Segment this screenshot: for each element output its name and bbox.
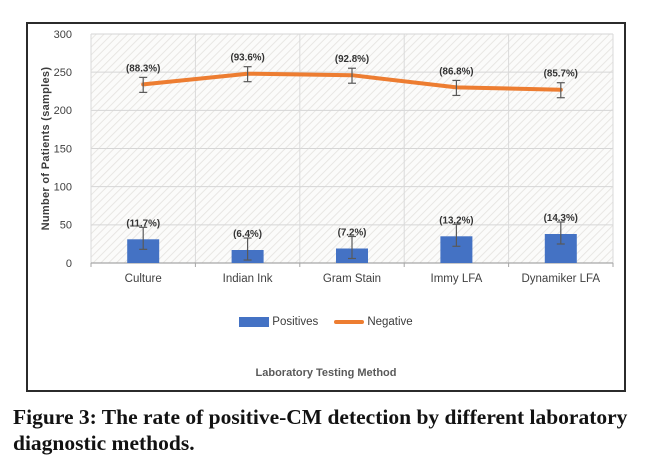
line-point-label: (92.8%) (335, 54, 369, 65)
legend-item-positives: Positives (239, 316, 318, 328)
x-category-label: Immy LFA (431, 273, 483, 285)
error-bar (348, 235, 356, 260)
y-tick-label: 200 (54, 105, 72, 117)
legend: Positives Negative (28, 316, 624, 328)
error-bar (243, 237, 252, 261)
line-point-label: (93.6%) (230, 53, 264, 64)
bar-positives (127, 239, 160, 263)
bar-point-label: (13.2%) (439, 215, 473, 226)
positives-swatch-icon (239, 317, 270, 327)
chart-panel: Number of Patients (samples) 0 50 100 150 20… (26, 22, 626, 392)
error-bar (243, 66, 252, 83)
legend-item-negative: Negative (334, 316, 413, 328)
bar-point-label: (14.3%) (544, 213, 578, 224)
y-tick-label: 0 (66, 258, 72, 270)
x-category-label: Indian Ink (223, 273, 273, 285)
error-bar (556, 82, 565, 99)
error-bar (556, 221, 565, 245)
chart-plot: 0 50 100 150 200 250 300 (11.7%) (6.4%) (7.2%) (13… (54, 29, 614, 285)
error-bar (139, 76, 148, 93)
figure-caption: Figure 3: The rate of positive-CM detect… (13, 404, 649, 456)
line-point-label: (85.7%) (544, 69, 578, 80)
negative-swatch-icon (334, 320, 365, 324)
y-tick-label: 250 (54, 67, 72, 79)
figure-caption-line1: Figure 3: The rate of positive-CM detect… (13, 405, 628, 429)
x-category-label: Dynamiker LFA (521, 273, 600, 285)
bar-point-label: (11.7%) (126, 218, 160, 229)
y-tick-label: 300 (54, 29, 72, 41)
y-tick-label: 100 (54, 182, 72, 194)
bar-point-label: (7.2%) (338, 228, 367, 239)
bar-point-label: (6.4%) (233, 229, 262, 240)
x-axis-title: Laboratory Testing Method (255, 367, 397, 379)
error-bar (348, 67, 356, 84)
error-bar (452, 223, 461, 247)
error-bar (452, 79, 461, 97)
x-category-label: Gram Stain (323, 273, 381, 285)
line-point-label: (88.3%) (126, 63, 160, 74)
legend-label-positives: Positives (272, 316, 319, 328)
error-bar (139, 226, 148, 250)
line-point-label: (86.8%) (439, 66, 473, 77)
y-tick-label: 150 (54, 143, 72, 155)
legend-label-negative: Negative (367, 316, 413, 328)
x-category-label: Culture (125, 273, 162, 285)
figure-caption-line2: diagnostic methods. (13, 431, 195, 456)
y-tick-label: 50 (60, 220, 72, 232)
